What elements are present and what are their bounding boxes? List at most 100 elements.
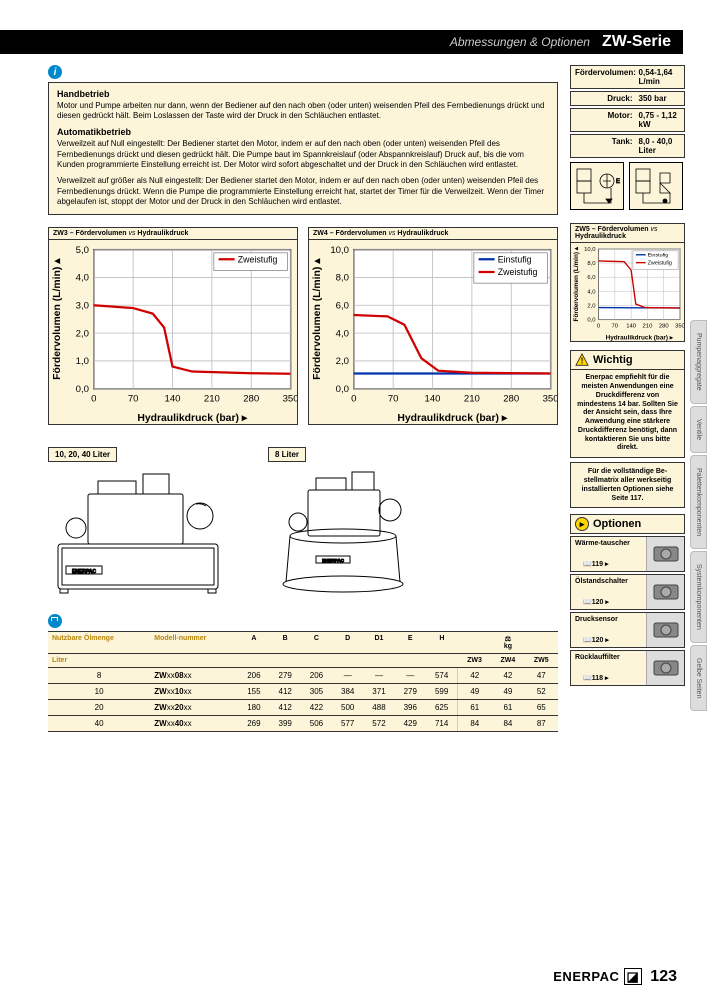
- optionen-title: Optionen: [593, 518, 641, 530]
- pump-section: 10, 20, 40 Liter ENERPAC: [48, 447, 558, 598]
- svg-text:0,0: 0,0: [587, 318, 596, 324]
- svg-text:140: 140: [626, 323, 637, 329]
- dim-icon: [48, 614, 62, 628]
- header-subtitle: Abmessungen & Optionen: [450, 35, 590, 49]
- spec-table: Fördervolumen:0,54-1,64 L/min Druck:350 b…: [570, 65, 685, 158]
- svg-text:Einstufig: Einstufig: [648, 253, 669, 259]
- svg-text:4,0: 4,0: [336, 328, 349, 339]
- sidebar-tab[interactable]: Palettenkomponenten: [690, 455, 707, 549]
- svg-text:210: 210: [204, 393, 220, 404]
- chart-zw5: ZW5 – Fördervolumen vs Hydraulikdruck0,0…: [570, 223, 685, 344]
- option-thumb: [646, 575, 684, 609]
- option-item[interactable]: Ölstandschalter📖120 ▸: [570, 574, 685, 610]
- info-p2: Verweilzeit auf Null eingestellt: Der Be…: [57, 139, 549, 170]
- table-row: 40ZWxx40xx269399506577572429714848487: [48, 715, 558, 731]
- hydraulic-diagrams: E: [570, 162, 685, 213]
- svg-text:350: 350: [543, 393, 558, 404]
- svg-text:0,0: 0,0: [336, 384, 349, 395]
- option-item[interactable]: Wärme-tauscher📖119 ▸: [570, 536, 685, 572]
- sidebar-tabs: Pumpenaggregate Ventile Palettenkomponente…: [690, 320, 707, 713]
- option-item[interactable]: Drucksensor📖120 ▸: [570, 612, 685, 648]
- info-box: Handbetrieb Motor und Pumpe arbeiten nur…: [48, 82, 558, 215]
- sidebar-tab[interactable]: Gelbe Seiten: [690, 645, 707, 711]
- page-footer: ENERPAC ◪ 123: [553, 968, 677, 986]
- svg-text:70: 70: [388, 393, 399, 404]
- svg-text:70: 70: [128, 393, 139, 404]
- chart-svg: 0,01,02,03,04,05,0070140210280350Zweistu…: [48, 239, 298, 425]
- dim-table: Nutzbare ÖlmengeModell-nummerABCDD1EH⚖kg…: [48, 631, 558, 732]
- matrix-note: Für die vollständige Be-stellmatrix alle…: [570, 462, 685, 508]
- pump-drawing-large: ENERPAC: [48, 466, 228, 596]
- svg-text:210: 210: [464, 393, 480, 404]
- main-column: i Handbetrieb Motor und Pumpe arbeiten n…: [48, 65, 558, 732]
- svg-text:Zweistufig: Zweistufig: [498, 267, 538, 277]
- svg-text:5,0: 5,0: [76, 244, 89, 255]
- svg-text:Zweistufig: Zweistufig: [648, 261, 672, 267]
- svg-text:1,0: 1,0: [76, 356, 89, 367]
- chart-zw4: ZW4 – Fördervolumen vs Hydraulikdruck0,0…: [308, 227, 558, 427]
- optionen-list: Wärme-tauscher📖119 ▸Ölstandschalter📖120 …: [570, 536, 685, 686]
- svg-text:140: 140: [165, 393, 181, 404]
- info-p3: Verweilzeit auf größer als Null eingeste…: [57, 176, 549, 207]
- dim-table-wrap: Nutzbare ÖlmengeModell-nummerABCDD1EH⚖kg…: [48, 614, 558, 732]
- pump-label-1: 10, 20, 40 Liter: [48, 447, 117, 462]
- wichtig-text: Enerpac empfiehlt für die meisten Anwend…: [570, 370, 685, 458]
- hydraulic-diagram-1: E: [570, 162, 624, 210]
- pump-label-2: 8 Liter: [268, 447, 306, 462]
- svg-text:!: !: [581, 357, 584, 366]
- spec-row: Tank:8,0 - 40,0 Liter: [570, 134, 685, 158]
- warning-icon: !: [575, 353, 589, 367]
- svg-text:Fördervolumen (L/min) ▴: Fördervolumen (L/min) ▴: [573, 246, 580, 321]
- svg-text:280: 280: [503, 393, 519, 404]
- svg-text:350: 350: [675, 323, 685, 329]
- info-h2: Automatikbetrieb: [57, 127, 131, 137]
- svg-text:210: 210: [643, 323, 654, 329]
- svg-text:Hydraulikdruck (bar) ▸: Hydraulikdruck (bar) ▸: [606, 334, 674, 341]
- svg-text:3,0: 3,0: [76, 300, 89, 311]
- option-thumb: [646, 537, 684, 571]
- header-bar: Abmessungen & Optionen ZW-Serie: [0, 30, 683, 54]
- svg-text:Hydraulikdruck (bar) ▸: Hydraulikdruck (bar) ▸: [397, 412, 508, 423]
- info-icon: i: [48, 65, 62, 79]
- svg-text:10,0: 10,0: [584, 247, 596, 253]
- option-thumb: [646, 613, 684, 647]
- wichtig-title: Wichtig: [593, 354, 633, 366]
- pump-small: 8 Liter ENERPAC: [268, 447, 418, 598]
- spec-row: Fördervolumen:0,54-1,64 L/min: [570, 65, 685, 89]
- svg-text:350: 350: [283, 393, 298, 404]
- svg-text:6,0: 6,0: [336, 300, 349, 311]
- svg-text:Fördervolumen (L/min) ▴: Fördervolumen (L/min) ▴: [52, 257, 63, 379]
- svg-text:Zweistufig: Zweistufig: [238, 254, 278, 264]
- svg-text:2,0: 2,0: [587, 303, 596, 309]
- footer-logo: ENERPAC ◪: [553, 969, 642, 985]
- spec-row: Druck:350 bar: [570, 91, 685, 106]
- chart-zw3: ZW3 – Fördervolumen vs Hydraulikdruck0,0…: [48, 227, 298, 427]
- svg-text:70: 70: [612, 323, 619, 329]
- header-title: ZW-Serie: [602, 33, 671, 51]
- svg-text:6,0: 6,0: [587, 275, 596, 281]
- table-row: 20ZWxx20xx180412422500488396625616165: [48, 699, 558, 715]
- svg-text:4,0: 4,0: [587, 289, 596, 295]
- option-thumb: [646, 651, 684, 685]
- sidebar-tab[interactable]: Systemkomponenten: [690, 551, 707, 643]
- right-column: Fördervolumen:0,54-1,64 L/min Druck:350 b…: [570, 65, 685, 686]
- svg-text:2,0: 2,0: [76, 328, 89, 339]
- svg-text:Fördervolumen (L/min) ▴: Fördervolumen (L/min) ▴: [312, 257, 323, 379]
- svg-text:140: 140: [425, 393, 441, 404]
- pump-large: 10, 20, 40 Liter ENERPAC: [48, 447, 228, 598]
- sidebar-tab[interactable]: Ventile: [690, 406, 707, 453]
- hydraulic-diagram-2: [629, 162, 683, 210]
- info-h1: Handbetrieb: [57, 89, 110, 99]
- svg-text:8,0: 8,0: [587, 261, 596, 267]
- sidebar-tab[interactable]: Pumpenaggregate: [690, 320, 707, 404]
- page: Abmessungen & Optionen ZW-Serie Pumpenag…: [0, 0, 707, 1000]
- charts-row: ZW3 – Fördervolumen vs Hydraulikdruck0,0…: [48, 227, 558, 427]
- svg-text:Hydraulikdruck (bar) ▸: Hydraulikdruck (bar) ▸: [137, 412, 248, 423]
- svg-text:2,0: 2,0: [336, 356, 349, 367]
- option-item[interactable]: Rücklauffilter📖118 ▸: [570, 650, 685, 686]
- svg-text:8,0: 8,0: [336, 272, 349, 283]
- svg-text:0,0: 0,0: [76, 384, 89, 395]
- svg-text:280: 280: [243, 393, 259, 404]
- svg-text:E: E: [616, 179, 620, 185]
- spec-row: Motor:0,75 - 1,12 kW: [570, 108, 685, 132]
